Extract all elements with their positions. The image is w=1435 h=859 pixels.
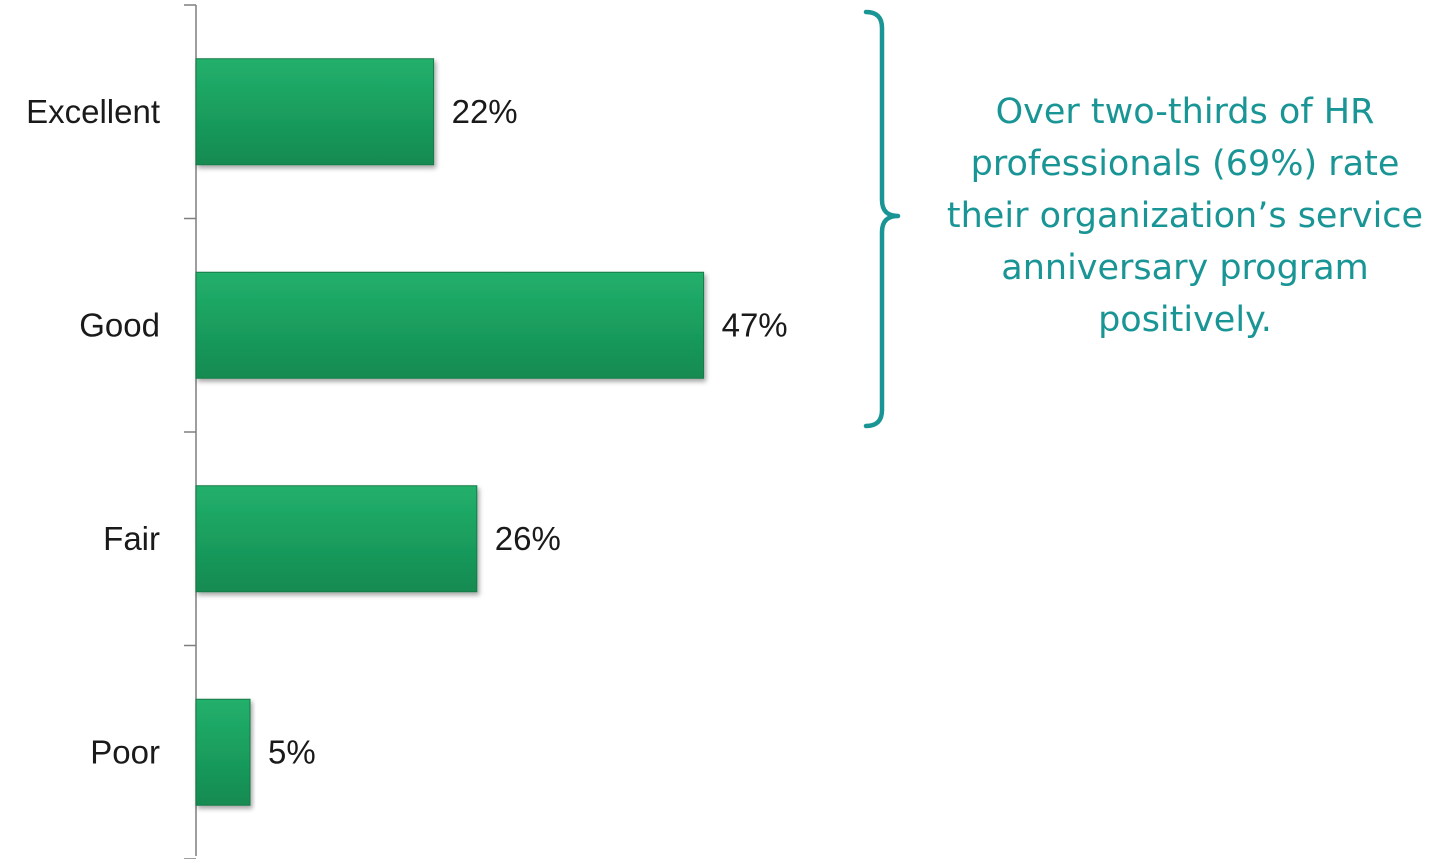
value-label-fair: 26% (495, 520, 561, 557)
y-axis (184, 4, 197, 859)
category-label-poor: Poor (90, 733, 160, 770)
bar-fair (195, 485, 478, 593)
labels-group: Excellent 22% Good 47% Fair 26% Poor 5% (26, 93, 788, 771)
bars-group (195, 58, 705, 806)
curly-brace-icon (863, 9, 901, 429)
value-label-poor: 5% (268, 733, 316, 770)
category-label-excellent: Excellent (26, 93, 160, 130)
bar-good (195, 271, 705, 379)
value-label-excellent: 22% (452, 93, 518, 130)
bar-excellent (195, 58, 435, 166)
category-label-good: Good (79, 306, 160, 343)
callout-text: Over two-thirds of HR professionals (69%… (946, 92, 1424, 340)
value-label-good: 47% (722, 306, 788, 343)
category-label-fair: Fair (103, 520, 160, 557)
bar-poor (195, 698, 251, 806)
